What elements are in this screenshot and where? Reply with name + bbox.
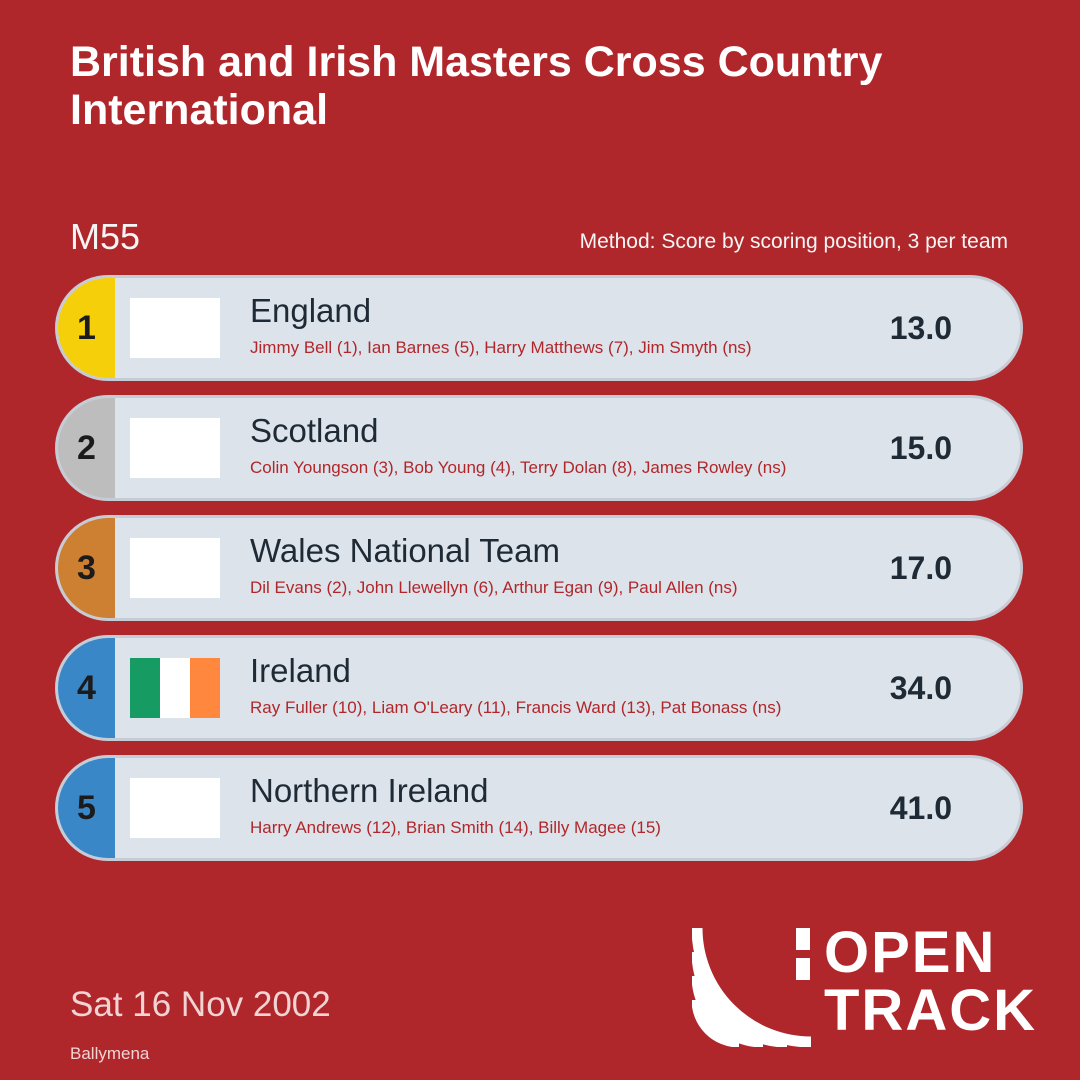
scoring-method: Method: Score by scoring position, 3 per… (579, 230, 1008, 253)
flag-stripe (160, 658, 190, 718)
team-results-list: 1 England Jimmy Bell (1), Ian Barnes (5)… (58, 278, 1020, 878)
age-group-label: M55 (70, 216, 141, 257)
flag-stripe (190, 658, 220, 718)
page-title: British and Irish Masters Cross Country … (70, 38, 883, 134)
position-badge: 4 (58, 638, 115, 738)
team-score: 17.0 (889, 549, 952, 586)
track-lanes-icon (692, 927, 812, 1047)
flag-stripe (130, 658, 160, 718)
team-name: Ireland (250, 652, 351, 689)
position-badge: 2 (58, 398, 115, 498)
team-members: Jimmy Bell (1), Ian Barnes (5), Harry Ma… (250, 338, 752, 357)
team-flag (130, 538, 220, 598)
opentrack-logo: OPEN TRACK (692, 922, 1052, 1047)
event-date: Sat 16 Nov 2002 (70, 985, 331, 1024)
position-badge: 3 (58, 518, 115, 618)
team-name: Northern Ireland (250, 772, 489, 809)
team-row[interactable]: 5 Northern Ireland Harry Andrews (12), B… (58, 758, 1020, 858)
team-flag (130, 298, 220, 358)
team-row[interactable]: 2 Scotland Colin Youngson (3), Bob Young… (58, 398, 1020, 498)
position-badge: 1 (58, 278, 115, 378)
team-name: Scotland (250, 412, 379, 449)
team-flag (130, 418, 220, 478)
team-flag (130, 778, 220, 838)
logo-wordmark: OPEN TRACK (824, 924, 1037, 1040)
team-flag (130, 658, 220, 718)
team-score: 34.0 (889, 669, 952, 706)
logo-line-1: OPEN (824, 920, 997, 985)
team-members: Harry Andrews (12), Brian Smith (14), Bi… (250, 818, 661, 837)
team-score: 15.0 (889, 429, 952, 466)
team-row[interactable]: 4 Ireland Ray Fuller (10), Liam O'Leary … (58, 638, 1020, 738)
team-row[interactable]: 1 England Jimmy Bell (1), Ian Barnes (5)… (58, 278, 1020, 378)
team-members: Ray Fuller (10), Liam O'Leary (11), Fran… (250, 698, 782, 717)
team-row[interactable]: 3 Wales National Team Dil Evans (2), Joh… (58, 518, 1020, 618)
team-score: 41.0 (889, 789, 952, 826)
team-name: England (250, 292, 372, 329)
team-score: 13.0 (889, 309, 952, 346)
team-members: Colin Youngson (3), Bob Young (4), Terry… (250, 458, 787, 477)
team-members: Dil Evans (2), John Llewellyn (6), Arthu… (250, 578, 738, 597)
logo-line-2: TRACK (824, 978, 1037, 1043)
team-name: Wales National Team (250, 532, 560, 569)
position-badge: 5 (58, 758, 115, 858)
event-venue: Ballymena (70, 1044, 150, 1063)
